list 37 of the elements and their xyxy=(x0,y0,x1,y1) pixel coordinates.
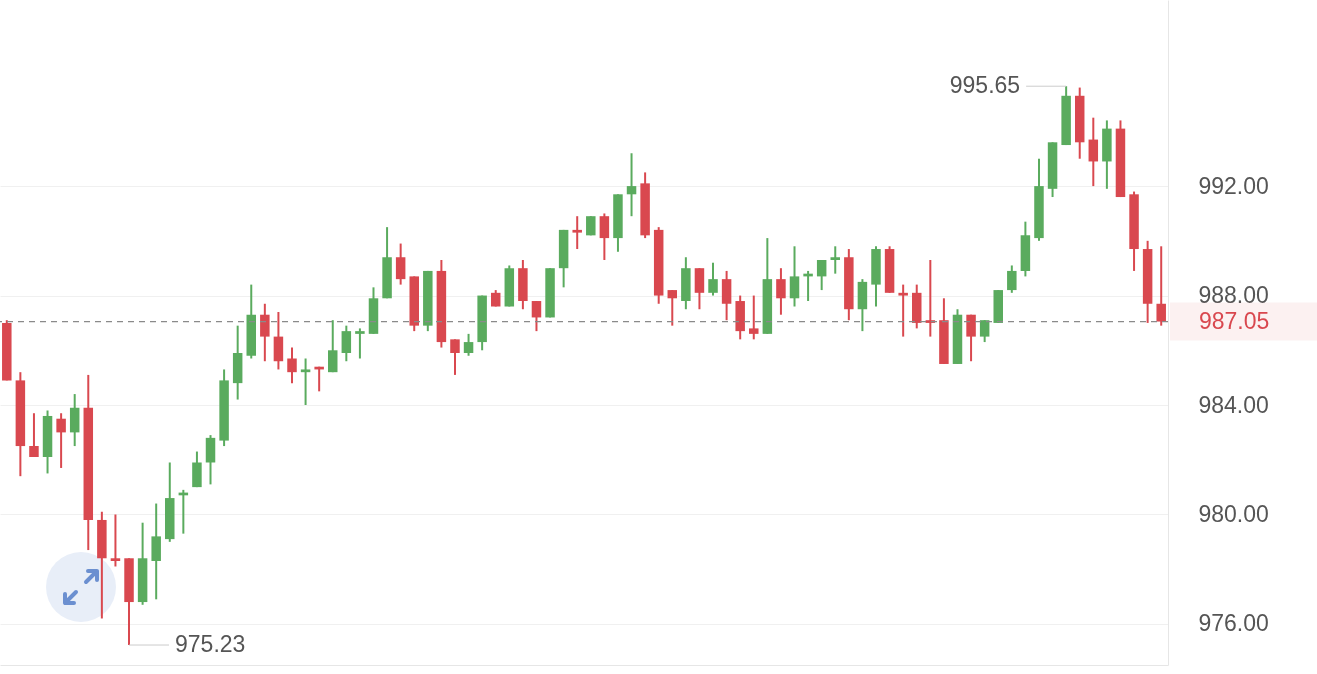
candlestick xyxy=(260,302,270,363)
candlestick xyxy=(749,294,759,341)
candlestick xyxy=(776,267,786,316)
candlestick xyxy=(599,212,610,261)
y-tick-label: 992.00 xyxy=(1198,172,1269,199)
candlestick xyxy=(110,513,121,568)
ref-line-label: 987.05 xyxy=(1199,307,1270,334)
candlestick xyxy=(830,245,841,275)
candlestick xyxy=(1007,264,1017,294)
candlestick xyxy=(816,258,827,292)
candlestick xyxy=(898,283,908,338)
candlestick xyxy=(300,357,311,407)
candlestick xyxy=(1156,245,1166,327)
candlestick xyxy=(626,152,637,218)
candlestick xyxy=(1088,116,1099,188)
candlestick xyxy=(979,319,990,344)
y-tick-label: 980.00 xyxy=(1198,500,1269,527)
candlestick xyxy=(395,242,406,286)
candlestick xyxy=(966,313,976,363)
y-tick-label: 976.00 xyxy=(1198,610,1269,637)
candlestick xyxy=(29,412,39,459)
candlestick xyxy=(531,300,542,333)
y-tick-label: 984.00 xyxy=(1198,391,1269,418)
candlestick xyxy=(572,215,582,251)
candlestick xyxy=(463,332,474,357)
candlestick xyxy=(327,319,338,374)
candlestick xyxy=(667,289,678,327)
candlestick xyxy=(708,261,718,297)
candlestick xyxy=(341,324,352,363)
y-tick-label: 988.00 xyxy=(1198,282,1269,309)
annotation: 975.23 xyxy=(175,631,246,658)
candlestick xyxy=(56,412,66,469)
annotation: 995.65 xyxy=(949,72,1021,99)
candlestick xyxy=(450,338,460,376)
candlestick xyxy=(355,327,365,360)
candlestick xyxy=(287,346,297,385)
candlestick xyxy=(789,245,800,308)
